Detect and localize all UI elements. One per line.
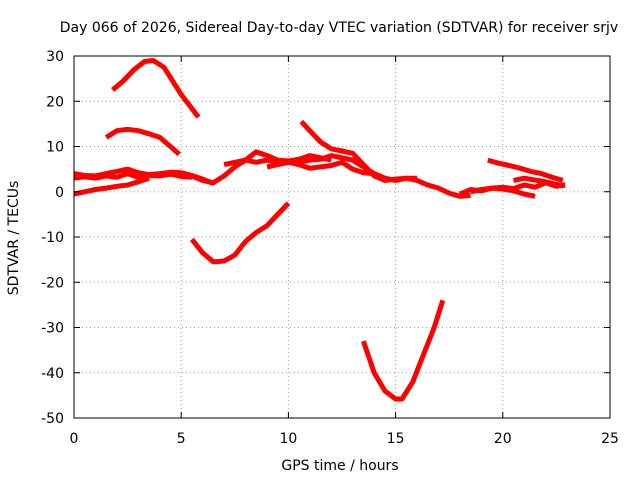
series-arc-1 [110,58,201,119]
series-layer [73,58,566,402]
y-tick-label: -20 [41,275,64,291]
x-tick-label: 10 [279,431,297,447]
axis-ticks: 0 5 10 15 20 25 -50 -40 -30 -20 -10 0 10 20 30 [41,49,619,447]
series-arc-6 [190,149,332,186]
x-tick-label: 0 [70,431,79,447]
y-tick-label: 30 [46,49,64,65]
x-tick-label: 5 [177,431,186,447]
y-axis-label: SDTVAR / TECUs [6,181,22,296]
x-tick-label: 20 [494,431,512,447]
series-arc-2 [104,126,181,157]
y-tick-label: 0 [55,185,64,201]
series-arc-9 [189,201,291,265]
series-arc-8 [266,159,375,177]
series-arc-10 [299,119,471,199]
series-arc-13 [470,185,536,199]
chart-title: Day 066 of 2026, Sidereal Day-to-day VTE… [60,20,618,36]
y-tick-label: -30 [41,321,64,337]
grid [74,56,610,418]
series-arc-4 [73,171,193,181]
y-tick-label: -50 [41,411,64,427]
series-arc-15 [512,175,566,188]
series-arc-5 [73,175,150,197]
series-arc-11 [361,299,446,402]
y-tick-label: -10 [41,230,64,246]
series-arc-14 [487,157,564,183]
x-tick-label: 15 [387,431,405,447]
y-tick-label: 20 [46,94,64,110]
y-tick-label: 10 [46,140,64,156]
y-tick-label: -40 [41,366,64,382]
x-axis-label: GPS time / hours [281,458,398,474]
x-tick-label: 25 [601,431,619,447]
